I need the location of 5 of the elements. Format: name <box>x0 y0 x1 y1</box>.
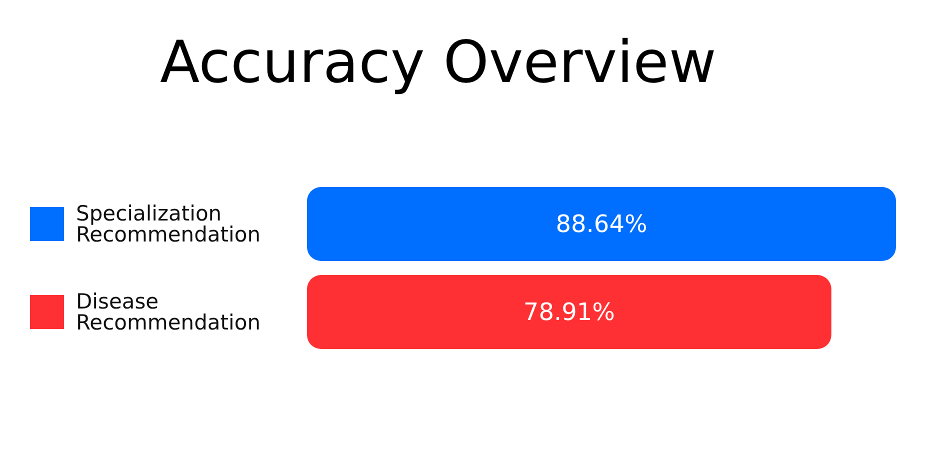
data-label: 88.64% <box>556 210 648 238</box>
data-label: 78.91% <box>523 298 615 326</box>
chart-title: Accuracy Overview <box>160 28 716 96</box>
y-tick-label: Specialization Recommendation <box>76 202 261 246</box>
y-tick-label: Disease Recommendation <box>76 290 261 334</box>
